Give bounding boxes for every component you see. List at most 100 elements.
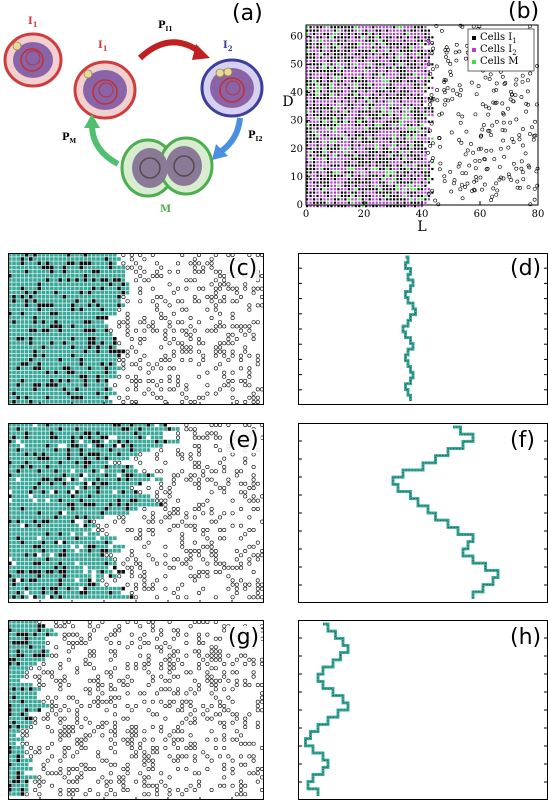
occupied-site — [16, 498, 20, 503]
empty-site-mark — [437, 136, 442, 141]
cell-mark — [396, 93, 399, 96]
cell-mark — [406, 76, 410, 79]
empty-site — [184, 561, 189, 566]
cell-mark — [365, 66, 368, 69]
cell-mark — [347, 32, 350, 36]
occupied-site — [62, 486, 67, 490]
cell-mark — [382, 36, 385, 39]
occupied-site — [71, 387, 75, 391]
occupied-site — [117, 286, 121, 291]
cell-mark — [361, 151, 364, 154]
cell-mark — [361, 29, 364, 32]
occupied-site — [54, 332, 58, 337]
empty-site — [138, 528, 143, 533]
cell-mark — [312, 130, 316, 133]
occupied-site — [8, 439, 12, 444]
cell-mark — [372, 56, 375, 59]
occupied-site — [20, 290, 25, 295]
occupied-site — [83, 366, 88, 370]
cell-mark — [413, 53, 417, 56]
cell-mark — [323, 171, 326, 174]
occupied-site — [83, 269, 88, 274]
occupied-site — [83, 387, 88, 391]
occupied-site — [100, 439, 104, 444]
cell-mark — [424, 97, 427, 100]
cell-mark — [420, 43, 424, 46]
cell-mark — [323, 157, 326, 160]
empty-site — [159, 469, 164, 474]
empty-site — [222, 374, 227, 379]
empty-site — [176, 507, 181, 512]
empty-site-mark — [490, 194, 495, 199]
occupied-site — [66, 435, 71, 440]
occupied-site — [33, 261, 37, 265]
occupied-site — [104, 427, 109, 431]
empty-site-mark — [489, 133, 493, 137]
empty-site — [209, 265, 214, 270]
cell-mark — [333, 26, 337, 29]
occupied-site — [87, 528, 92, 532]
cell-mark — [316, 127, 319, 130]
cell-mark — [326, 90, 330, 93]
cell-mark — [361, 107, 364, 110]
cell-mark — [399, 100, 403, 103]
occupied-site — [117, 439, 121, 444]
occupied-site — [66, 269, 71, 274]
cell-mark — [399, 198, 403, 201]
cell-mark — [417, 151, 420, 154]
empty-site — [129, 565, 134, 570]
cell-mark — [347, 83, 350, 86]
empty-site — [230, 511, 235, 516]
cell-mark — [375, 130, 378, 133]
cell-mark — [333, 130, 337, 133]
occupied-site — [75, 477, 79, 482]
occupied-site — [146, 427, 151, 431]
occupied-site — [20, 477, 25, 482]
occupied-site — [58, 536, 62, 540]
empty-site — [159, 519, 164, 524]
empty-site — [197, 299, 202, 304]
cell-mark — [396, 205, 399, 208]
cell-mark — [319, 32, 323, 36]
occupied-site — [41, 494, 46, 498]
cell-mark — [413, 171, 417, 174]
cell-mark — [337, 167, 340, 171]
cell-mark — [330, 32, 333, 36]
empty-site-mark — [478, 175, 483, 180]
cell-mark — [354, 80, 357, 83]
cell-mark — [372, 80, 375, 83]
occupied-site — [92, 274, 96, 278]
cell-mark — [330, 59, 333, 63]
occupied-site — [20, 460, 25, 465]
occupied-site — [66, 540, 71, 545]
occupied-site — [45, 299, 50, 303]
cell-mark — [326, 73, 330, 76]
cell-mark — [365, 97, 368, 100]
occupied-site — [16, 311, 20, 316]
cell-mark — [344, 83, 347, 86]
occupied-site — [37, 366, 41, 370]
empty-site-mark — [444, 55, 448, 59]
empty-site-mark — [535, 183, 540, 188]
occupied-site — [20, 295, 25, 299]
y-tick-label: 0 — [297, 200, 303, 211]
empty-site — [138, 273, 143, 278]
empty-site-mark — [435, 88, 440, 92]
cell-mark — [375, 90, 378, 93]
occupied-site — [100, 299, 104, 303]
cell-mark — [333, 83, 337, 86]
occupied-site — [87, 274, 92, 278]
occupied-site — [37, 324, 41, 328]
cell-mark — [424, 76, 427, 79]
occupied-site — [41, 553, 46, 557]
occupied-site — [37, 578, 41, 582]
occupied-site — [41, 358, 46, 362]
occupied-site — [8, 565, 12, 570]
occupied-site — [41, 439, 46, 444]
occupied-site — [75, 536, 79, 540]
cell-mark — [306, 205, 309, 208]
cell-mark — [323, 117, 326, 120]
occupied-site — [113, 290, 117, 295]
cell-mark — [396, 36, 399, 39]
cell-mark — [379, 134, 382, 137]
